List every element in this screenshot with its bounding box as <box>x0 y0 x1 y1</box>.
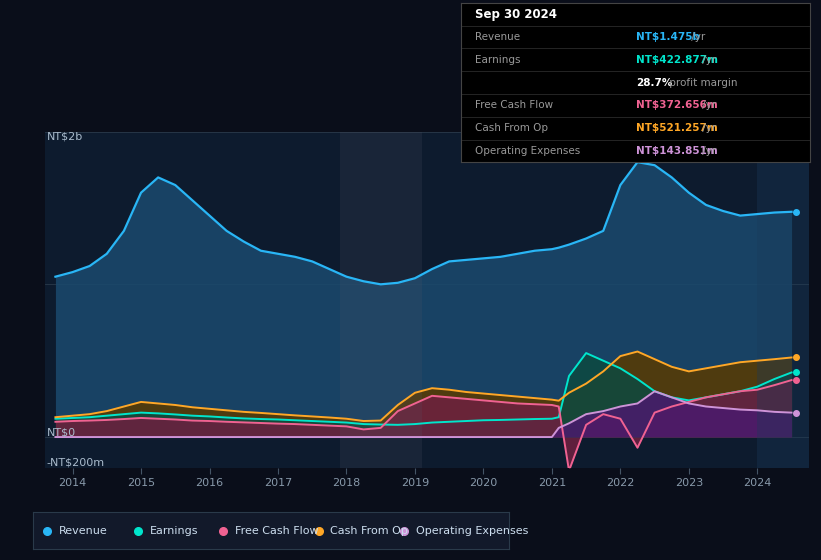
Text: Earnings: Earnings <box>475 55 521 65</box>
Text: Cash From Op: Cash From Op <box>475 123 548 133</box>
Text: /yr: /yr <box>699 123 716 133</box>
Bar <box>757 132 809 468</box>
Text: NT$2b: NT$2b <box>47 132 83 142</box>
Text: -NT$200m: -NT$200m <box>47 458 104 468</box>
Text: Revenue: Revenue <box>475 32 521 42</box>
Text: /yr: /yr <box>699 55 716 65</box>
Text: Operating Expenses: Operating Expenses <box>475 146 580 156</box>
Text: Revenue: Revenue <box>59 526 108 535</box>
Text: Cash From Op: Cash From Op <box>331 526 408 535</box>
Text: profit margin: profit margin <box>666 78 737 87</box>
Text: NT$521.257m: NT$521.257m <box>636 123 718 133</box>
Text: NT$422.877m: NT$422.877m <box>636 55 718 65</box>
Text: Free Cash Flow: Free Cash Flow <box>236 526 319 535</box>
Text: 28.7%: 28.7% <box>636 78 672 87</box>
Text: /yr: /yr <box>688 32 705 42</box>
Text: Earnings: Earnings <box>149 526 198 535</box>
Text: Free Cash Flow: Free Cash Flow <box>475 100 553 110</box>
Text: /yr: /yr <box>699 146 716 156</box>
Text: NT$1.475b: NT$1.475b <box>636 32 699 42</box>
Text: Operating Expenses: Operating Expenses <box>416 526 529 535</box>
Text: NT$0: NT$0 <box>47 427 76 437</box>
Text: NT$372.656m: NT$372.656m <box>636 100 718 110</box>
Text: /yr: /yr <box>699 100 716 110</box>
Text: Sep 30 2024: Sep 30 2024 <box>475 8 557 21</box>
Text: NT$143.851m: NT$143.851m <box>636 146 718 156</box>
Bar <box>340 132 422 468</box>
